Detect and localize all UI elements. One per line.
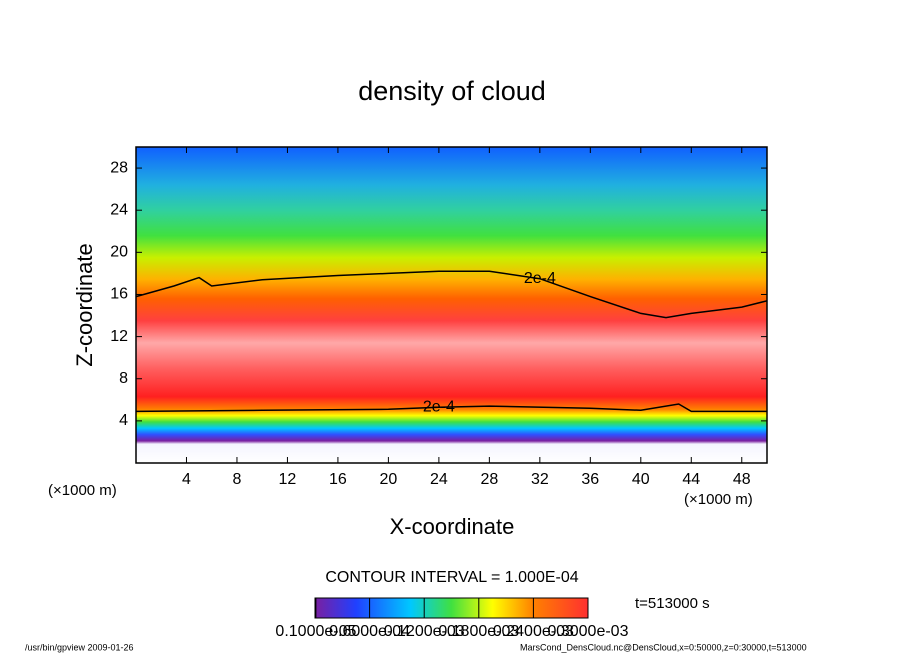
- x-tick-label: 36: [581, 471, 599, 488]
- x-tick-label: 16: [329, 471, 347, 488]
- x-tick-label: 20: [380, 471, 398, 488]
- x-unit: (×1000 m): [684, 491, 753, 508]
- colorbar-label: 0.1000e-05: [275, 623, 356, 640]
- y-tick-label: 4: [119, 412, 128, 429]
- x-tick-label: 40: [632, 471, 650, 488]
- footer-left: /usr/bin/gpview 2009-01-26: [25, 642, 134, 652]
- y-tick-label: 8: [119, 370, 128, 387]
- x-tick-label: 12: [279, 471, 297, 488]
- colorbar-label: 0.3000e-03: [548, 623, 629, 640]
- colorbar-label: 0.6000e-04: [329, 623, 410, 640]
- contour-line: [135, 270, 768, 319]
- y-tick-label: 16: [110, 286, 128, 303]
- y-axis-label: Z-coordinate: [72, 243, 97, 367]
- colorbar-label: 0.2400e-03: [493, 623, 574, 640]
- x-tick-label: 48: [733, 471, 751, 488]
- y-tick-label: 20: [110, 244, 128, 261]
- contour-label: 2e-4: [524, 270, 556, 287]
- x-axis-label: X-coordinate: [390, 514, 515, 539]
- y-tick-label: 24: [110, 201, 128, 218]
- footer-right: MarsCond_DensCloud.nc@DensCloud,x=0:5000…: [520, 642, 807, 652]
- y-tick-label: 28: [110, 159, 128, 176]
- contour-label: 2e-4: [423, 398, 455, 415]
- colorbar: [314, 597, 589, 619]
- x-tick-label: 32: [531, 471, 549, 488]
- x-tick-label: 24: [430, 471, 448, 488]
- x-tick-label: 4: [182, 471, 191, 488]
- chart-title: density of cloud: [358, 76, 546, 106]
- x-tick-label: 28: [480, 471, 498, 488]
- y-tick-label: 12: [110, 328, 128, 345]
- x-tick-label: 8: [233, 471, 242, 488]
- colorbar-label: 0.1800e-03: [438, 623, 519, 640]
- contour-interval: CONTOUR INTERVAL = 1.000E-04: [325, 569, 578, 586]
- contour-line: [135, 403, 767, 413]
- colorbar-label: 0.1200e-03: [384, 623, 465, 640]
- plot-frame: [135, 146, 768, 464]
- y-unit: (×1000 m): [48, 482, 117, 499]
- time-label: t=513000 s: [635, 595, 710, 612]
- x-tick-label: 44: [682, 471, 700, 488]
